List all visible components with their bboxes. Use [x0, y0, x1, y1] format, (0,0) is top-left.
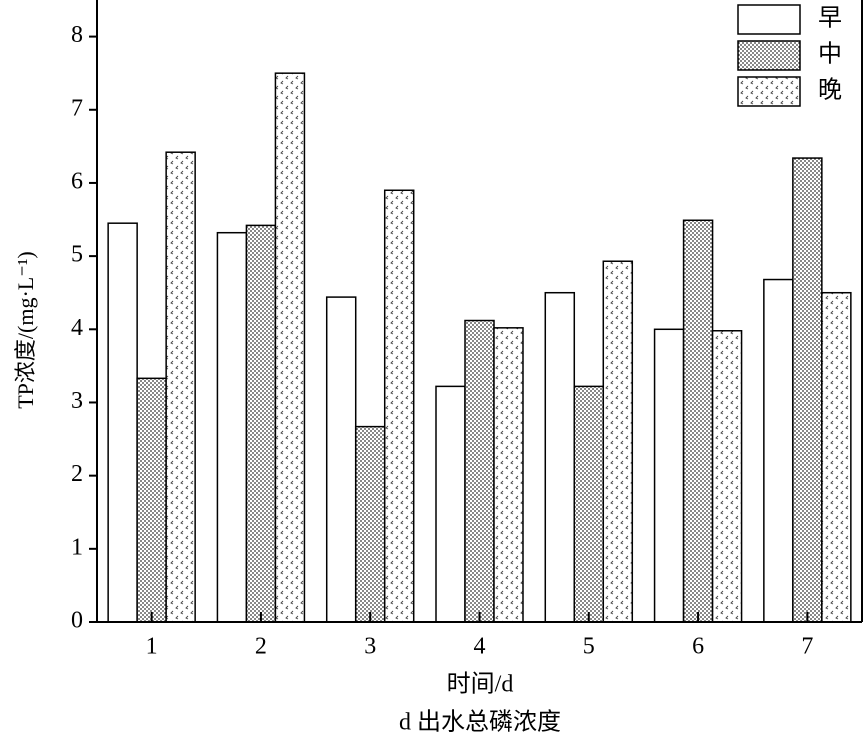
caption: d 出水总磷浓度	[399, 709, 561, 736]
x-tick-label: 3	[364, 634, 376, 660]
bar	[435, 385, 466, 623]
y-tick-label: 5	[71, 242, 83, 268]
bar	[682, 219, 714, 623]
bar	[136, 377, 167, 623]
bar	[245, 224, 277, 623]
y-tick-label: 6	[71, 168, 83, 194]
bar	[711, 330, 743, 623]
bar	[354, 425, 386, 623]
x-tick-label: 6	[692, 634, 704, 660]
bar	[573, 385, 605, 623]
legend-swatch	[737, 76, 801, 107]
y-tick-label: 0	[71, 608, 83, 634]
x-tick-label: 4	[474, 634, 486, 660]
x-tick-label: 7	[801, 634, 813, 660]
y-tick-label: 2	[71, 461, 83, 487]
y-tick-label: 7	[71, 95, 83, 121]
bar	[274, 72, 306, 623]
bar	[821, 291, 852, 623]
y-tick-label: 1	[71, 534, 83, 560]
x-tick-label: 1	[146, 634, 158, 660]
y-tick-label: 8	[71, 22, 83, 48]
y-tick-label: 4	[71, 315, 83, 341]
y-axis-label: TP浓度/(mg·L⁻¹)	[13, 251, 38, 409]
x-tick-label: 2	[255, 634, 267, 660]
bar	[544, 291, 576, 623]
y-tick-label: 3	[71, 388, 83, 414]
bar	[107, 222, 138, 623]
bar	[165, 151, 196, 623]
bar	[653, 328, 685, 623]
legend-label: 中	[818, 41, 842, 68]
legend-swatch	[737, 4, 801, 35]
legend-swatch	[737, 40, 801, 71]
legend-label: 晚	[818, 77, 842, 104]
bar	[493, 327, 524, 623]
bar	[383, 189, 415, 623]
bar	[216, 231, 248, 623]
bar	[602, 260, 634, 623]
x-tick-label: 5	[583, 634, 595, 660]
bar	[325, 296, 357, 623]
x-axis-label: 时间/d	[447, 671, 514, 698]
bar	[464, 319, 495, 623]
bar	[792, 157, 823, 623]
bar	[763, 278, 794, 623]
legend-label: 早	[818, 6, 842, 32]
